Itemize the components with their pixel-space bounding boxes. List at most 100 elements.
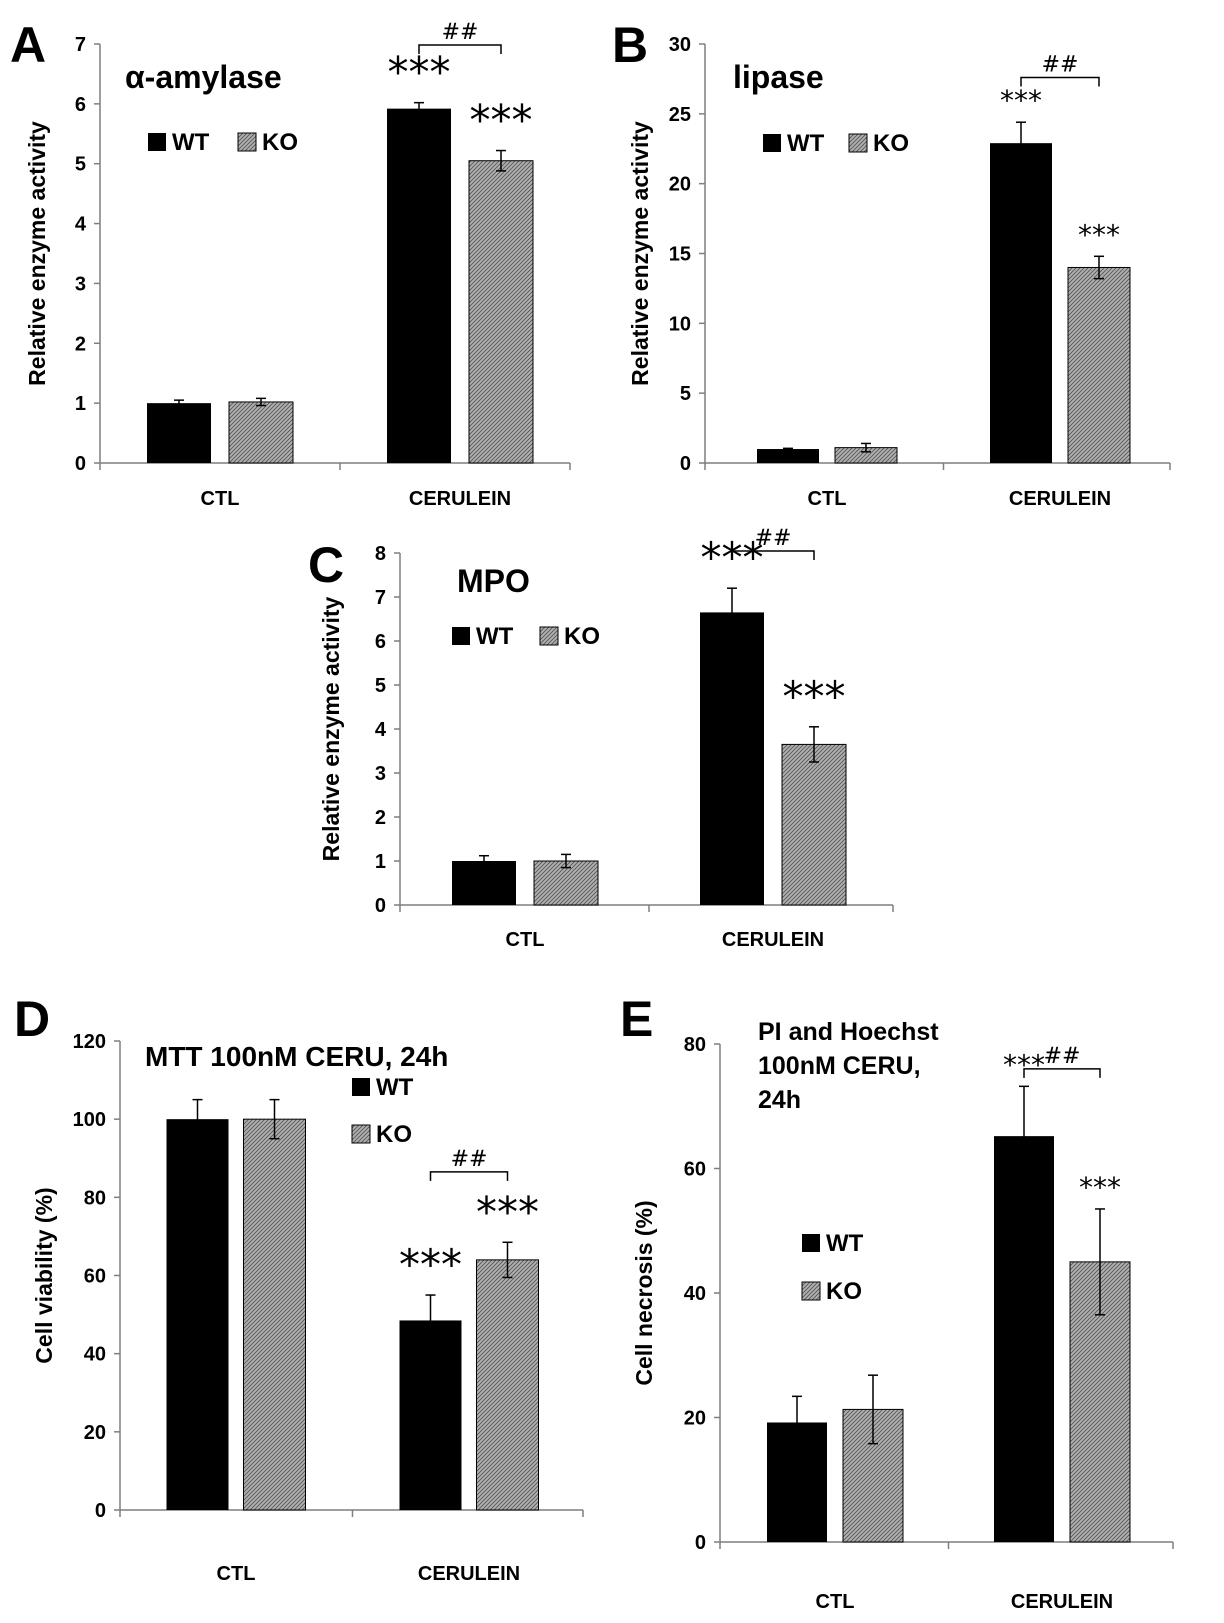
bar-wt-cerulein [994, 1136, 1054, 1542]
bar-ko-cerulein [781, 743, 847, 906]
y-tick-label: 4 [75, 214, 87, 236]
y-tick-label: 40 [84, 1344, 106, 1366]
y-tick-label: 2 [75, 333, 86, 355]
significance-bracket [429, 1171, 509, 1181]
x-tick-label: CERULEIN [1011, 1591, 1113, 1613]
y-axis-label: Relative enzyme activity [627, 121, 653, 386]
legend: WT KO [801, 1230, 864, 1305]
significance-bracket [1023, 1068, 1101, 1078]
bar-ko-ctl [243, 1118, 306, 1511]
y-tick-label: 0 [680, 453, 691, 475]
significance-mark: *** [388, 48, 451, 97]
y-tick-label: 3 [75, 273, 86, 295]
legend-label-ko: KO [376, 1121, 412, 1148]
y-axis-label: Cell viability (%) [31, 1187, 57, 1363]
y-tick-label: 0 [95, 1500, 106, 1522]
legend-swatch-wt [452, 627, 470, 645]
panel-letter: E [620, 991, 653, 1047]
legend-label-wt: WT [172, 129, 210, 156]
y-tick-label: 10 [669, 313, 691, 335]
y-tick-label: 3 [375, 763, 386, 785]
y-tick-label: 1 [375, 851, 386, 873]
y-tick-label: 5 [680, 383, 691, 405]
y-tick-label: 100 [73, 1109, 106, 1131]
legend-swatch-wt [352, 1078, 370, 1096]
y-tick-label: 120 [73, 1031, 106, 1053]
panel-c: C MPO 0 1 2 3 4 5 6 7 8 CTL CERULEIN Relative enzyme … [308, 526, 894, 951]
bar-wt-ctl [452, 861, 516, 905]
legend-label-wt: WT [787, 130, 825, 157]
y-tick-label: 0 [75, 453, 86, 475]
legend-label-wt: WT [826, 1230, 864, 1257]
bracket-label: ## [451, 1147, 488, 1172]
bracket-label: ## [1044, 1044, 1081, 1069]
x-tick-label: CTL [506, 929, 545, 951]
legend-label-wt: WT [476, 623, 514, 650]
panel-a: Aα-amylase 0 1 2 3 4 5 6 7 CTL CERULEIN Relative en… [10, 17, 571, 510]
legend-swatch-wt [148, 133, 166, 151]
y-tick-label: 8 [375, 543, 386, 565]
y-tick-label: 2 [375, 807, 386, 829]
bar-wt-cerulein [700, 612, 764, 905]
y-axis-label: Cell necrosis (%) [631, 1200, 657, 1385]
y-tick-label: 25 [669, 104, 691, 126]
x-tick-label: CTL [808, 488, 847, 510]
chart-title-line: 24h [758, 1086, 801, 1114]
bar-ko-cerulein [1067, 266, 1131, 464]
y-tick-label: 0 [695, 1532, 706, 1554]
legend: WT KO [351, 1074, 414, 1148]
legend: WT KO [148, 129, 298, 156]
legend-swatch-ko [351, 1124, 371, 1144]
y-tick-label: 15 [669, 244, 691, 266]
bracket-label: ## [1042, 53, 1079, 78]
bracket-label: ## [442, 20, 479, 45]
y-tick-label: 5 [375, 675, 386, 697]
bracket-label: ## [755, 526, 792, 551]
y-tick-label: 7 [375, 587, 386, 609]
chart-title-line: PI and Hoechst [758, 1018, 939, 1046]
y-tick-label: 40 [684, 1283, 706, 1305]
chart-title: α-amylase [125, 59, 282, 95]
y-tick-label: 7 [75, 34, 86, 56]
significance-bracket [418, 44, 502, 54]
bar-wt-cerulein [990, 143, 1052, 463]
legend-label-wt: WT [376, 1074, 414, 1101]
x-tick-label: CTL [816, 1591, 855, 1613]
significance-mark: *** [783, 672, 846, 721]
significance-bracket [731, 550, 815, 560]
x-tick-label: CTL [201, 488, 240, 510]
y-tick-label: 5 [75, 154, 86, 176]
y-axis-label: Relative enzyme activity [24, 121, 50, 386]
y-axis-label: Relative enzyme activity [318, 596, 344, 861]
y-tick-label: 30 [669, 34, 691, 56]
significance-mark: *** [476, 1187, 539, 1236]
y-tick-label: 1 [75, 393, 86, 415]
legend: WT KO [452, 623, 600, 650]
x-tick-label: CTL [217, 1563, 256, 1585]
legend-label-ko: KO [873, 130, 909, 157]
significance-mark: *** [1000, 84, 1042, 117]
y-tick-label: 6 [75, 94, 86, 116]
significance-mark: *** [470, 96, 533, 145]
bar-wt-ctl [166, 1119, 229, 1510]
bar-wt-cerulein [387, 108, 451, 463]
y-tick-label: 80 [684, 1034, 706, 1056]
legend: WT KO [763, 130, 909, 157]
legend-swatch-ko [801, 1281, 821, 1301]
y-tick-label: 20 [84, 1422, 106, 1444]
x-tick-label: CERULEIN [722, 929, 824, 951]
x-tick-label: CERULEIN [409, 488, 511, 510]
y-tick-label: 4 [375, 719, 387, 741]
legend-swatch-ko [539, 626, 559, 646]
significance-mark: *** [399, 1240, 462, 1289]
bar-wt-ctl [757, 449, 819, 463]
chart-title-line: 100nM CERU, [758, 1052, 921, 1080]
legend-label-ko: KO [262, 129, 298, 156]
bar-ko-cerulein [468, 160, 534, 464]
legend-swatch-ko [848, 133, 868, 153]
chart-title: lipase [733, 59, 824, 95]
x-tick-label: CERULEIN [418, 1563, 520, 1585]
